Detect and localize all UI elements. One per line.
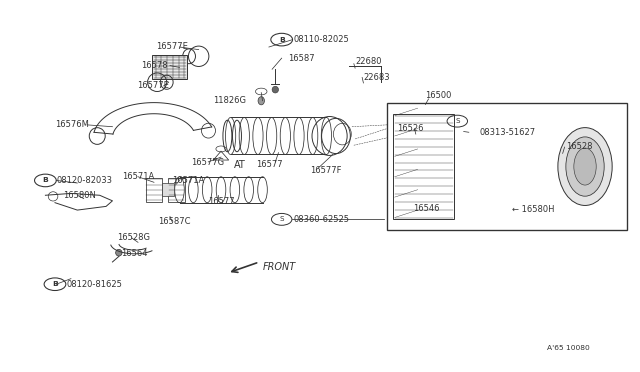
Text: 16577F: 16577F: [310, 166, 341, 174]
Ellipse shape: [116, 249, 122, 256]
Text: 08313-51627: 08313-51627: [479, 128, 536, 137]
Text: 16571A: 16571A: [122, 172, 154, 181]
Text: 16577G: 16577G: [191, 158, 224, 167]
Text: 16571A: 16571A: [172, 176, 204, 185]
Ellipse shape: [258, 97, 264, 105]
Text: B: B: [52, 281, 58, 287]
Text: 11826G: 11826G: [213, 96, 246, 105]
Ellipse shape: [574, 148, 596, 185]
Bar: [387, 103, 627, 231]
Text: 08120-82033: 08120-82033: [57, 176, 113, 185]
Text: 16528: 16528: [566, 142, 593, 151]
Text: 16587: 16587: [288, 54, 315, 62]
Bar: [394, 114, 454, 219]
Text: 16577: 16577: [256, 160, 283, 169]
Text: 16587C: 16587C: [159, 217, 191, 226]
Bar: [163, 183, 173, 196]
Text: FRONT: FRONT: [262, 262, 296, 272]
Text: ← 16580H: ← 16580H: [511, 205, 554, 214]
Text: 08110-82025: 08110-82025: [293, 35, 349, 44]
Text: 16564: 16564: [121, 249, 147, 258]
Text: B: B: [279, 36, 285, 43]
Text: 08120-81625: 08120-81625: [67, 280, 122, 289]
Text: A'65 10080: A'65 10080: [547, 345, 589, 351]
Text: 16577E: 16577E: [156, 42, 188, 51]
Text: 16526: 16526: [397, 124, 423, 133]
Text: 22680: 22680: [356, 57, 382, 66]
Text: S: S: [280, 217, 284, 222]
Text: 16577E: 16577E: [137, 81, 168, 90]
Text: S: S: [455, 118, 460, 124]
Text: 16500: 16500: [426, 91, 452, 100]
Text: 22683: 22683: [364, 73, 390, 82]
Bar: [152, 55, 188, 80]
Text: B: B: [42, 177, 48, 183]
Text: 16546: 16546: [413, 204, 439, 213]
Text: 16578: 16578: [141, 61, 168, 70]
Text: 16528G: 16528G: [118, 233, 150, 243]
Bar: [168, 178, 184, 202]
Text: 16577: 16577: [208, 197, 235, 206]
Text: 08360-62525: 08360-62525: [293, 215, 349, 224]
Ellipse shape: [272, 86, 278, 93]
Text: 16580N: 16580N: [63, 191, 96, 200]
Ellipse shape: [558, 128, 612, 205]
Text: AT: AT: [234, 160, 246, 170]
Bar: [146, 178, 163, 202]
Text: 16576M: 16576M: [55, 121, 89, 129]
Ellipse shape: [566, 137, 604, 196]
